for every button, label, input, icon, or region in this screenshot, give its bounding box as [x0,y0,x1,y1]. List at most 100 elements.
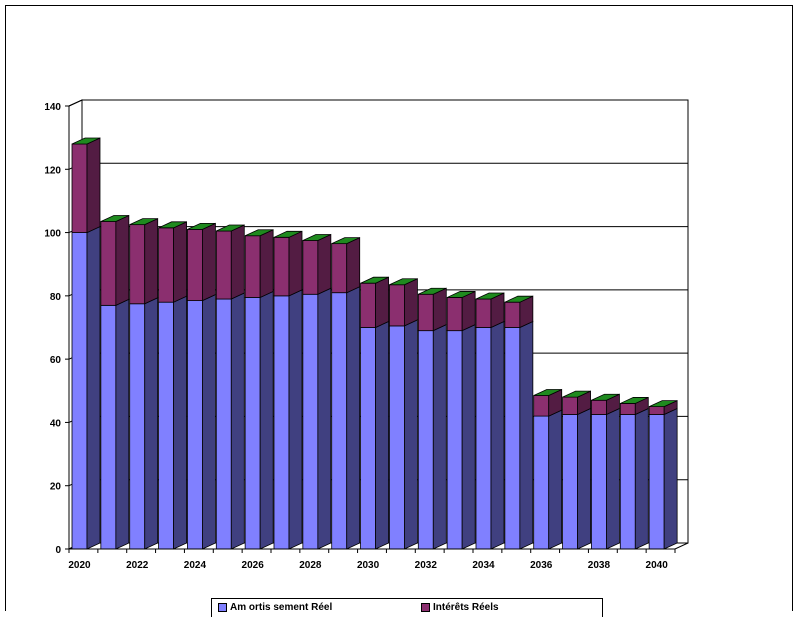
x-tick-label: 2020 [68,560,91,571]
bar-group-2026 [244,229,274,550]
chart-frame: 0 20 40 60 80 100 120 140 2020 2022 2024 2026 2028 2… [5,5,793,617]
bar-segment-series-1 [591,414,607,550]
bar-segment-series-2 [533,395,550,417]
x-tick-label: 2026 [242,560,265,571]
bar-group-2023 [158,221,187,550]
bar-segment-series-2 [244,235,261,298]
y-tick-label: 20 [50,482,62,493]
bar-top [158,221,187,229]
bar-segment-series-1 [244,297,261,550]
bar-segment-series-2 [273,236,290,297]
bar-segment-series-2 [591,399,607,415]
bar-segment-series-2 [446,297,463,332]
bar-top [129,218,158,226]
bar-segment-series-1 [504,327,521,550]
bars [71,137,678,550]
bar-top [446,291,476,298]
bar-segment-series-2 [71,143,88,233]
bar-segment-series-2 [389,284,405,327]
bar-side-series-1 [230,292,245,550]
y-tick-label: 40 [50,418,62,429]
bar-segment-series-2 [417,293,434,332]
bar-top [216,224,245,232]
bar-top [100,215,130,222]
x-tick-label: 2038 [588,560,611,571]
y-axis: 0 20 40 60 80 100 120 140 [44,102,70,556]
bar-side-series-2 [461,290,476,332]
bar-segment-series-2 [360,282,376,328]
bar-top [418,287,447,295]
bar-side-series-1 [634,407,649,550]
bar-side-series-1 [375,320,389,550]
bar-group-2029 [331,237,361,550]
bar-side-series-1 [317,287,332,550]
bar-group-2021 [100,214,130,550]
bar-side-series-2 [346,237,361,294]
bar-top [620,397,649,404]
bar-segment-series-1 [475,327,492,550]
bar-side-series-1 [115,298,130,550]
bar-side-series-1 [577,407,591,550]
bar-side-series-1 [259,290,274,550]
x-tick-label: 2022 [126,560,149,571]
bar-top [562,390,591,398]
y-tick-label: 140 [44,102,61,113]
bar-side-series-1 [86,225,101,550]
bar-top [360,276,389,284]
bar-segment-series-2 [129,224,146,305]
x-axis: 2020 2022 2024 2026 2028 2030 2032 2034 2036 2038… [68,548,676,571]
bar-top [648,400,678,408]
bar-side-series-2 [86,137,101,234]
bar-segment-series-1 [215,298,232,550]
bar-segment-series-2 [100,221,117,306]
bar-group-2036 [533,388,563,550]
bar-segment-series-1 [129,303,146,550]
bar-group-2027 [273,230,303,550]
bar-segment-series-1 [187,300,203,550]
bar-segment-series-2 [475,298,492,328]
x-tick-label: 2024 [184,560,207,571]
bar-segment-series-2 [187,229,203,302]
bar-segment-series-1 [648,414,665,550]
bar-group-2022 [129,218,159,550]
y-tick-label: 0 [55,545,61,556]
legend-label-series-1: Am ortis sement Réel [230,602,333,613]
legend: Am ortis sement Réel Intérêts Réels [211,598,603,617]
bar-segment-series-2 [562,396,578,415]
bar-segment-series-1 [446,330,463,550]
bar-group-2035 [504,295,534,550]
bar-side-series-2 [375,276,389,329]
x-tick-label: 2028 [299,560,322,571]
bar-side-series-1 [404,319,418,550]
bar-side-series-1 [432,324,447,550]
bar-segment-series-1 [273,295,290,550]
legend-label-series-2: Intérêts Réels [433,602,499,613]
bar-side-series-2 [288,230,303,297]
bar-group-2028 [302,233,332,550]
bar-segment-series-1 [158,301,174,550]
bar-top [273,230,303,238]
bar-segment-series-1 [417,330,434,550]
bar-top [71,137,101,145]
bar-segment-series-2 [619,403,636,415]
bar-segment-series-2 [331,243,348,294]
bar-side-series-1 [606,407,620,550]
bar-group-2033 [446,290,476,550]
bar-group-2034 [475,292,505,550]
x-tick-label: 2034 [472,560,495,571]
bar-side-series-2 [144,218,159,305]
bar-side-series-1 [144,297,159,550]
bar-group-2025 [215,224,245,550]
legend-item-series-1: Am ortis sement Réel [218,602,332,613]
bar-group-2020 [71,137,101,550]
bar-group-2040 [648,399,678,550]
bar-side-series-2 [432,287,447,332]
bar-side-series-1 [490,320,505,550]
bar-side-series-1 [173,295,187,550]
bar-segment-series-1 [562,414,578,550]
gridline [68,99,688,107]
bar-side-series-1 [202,293,216,550]
bar-group-2031 [389,278,418,550]
bar-side-series-1 [663,407,678,550]
